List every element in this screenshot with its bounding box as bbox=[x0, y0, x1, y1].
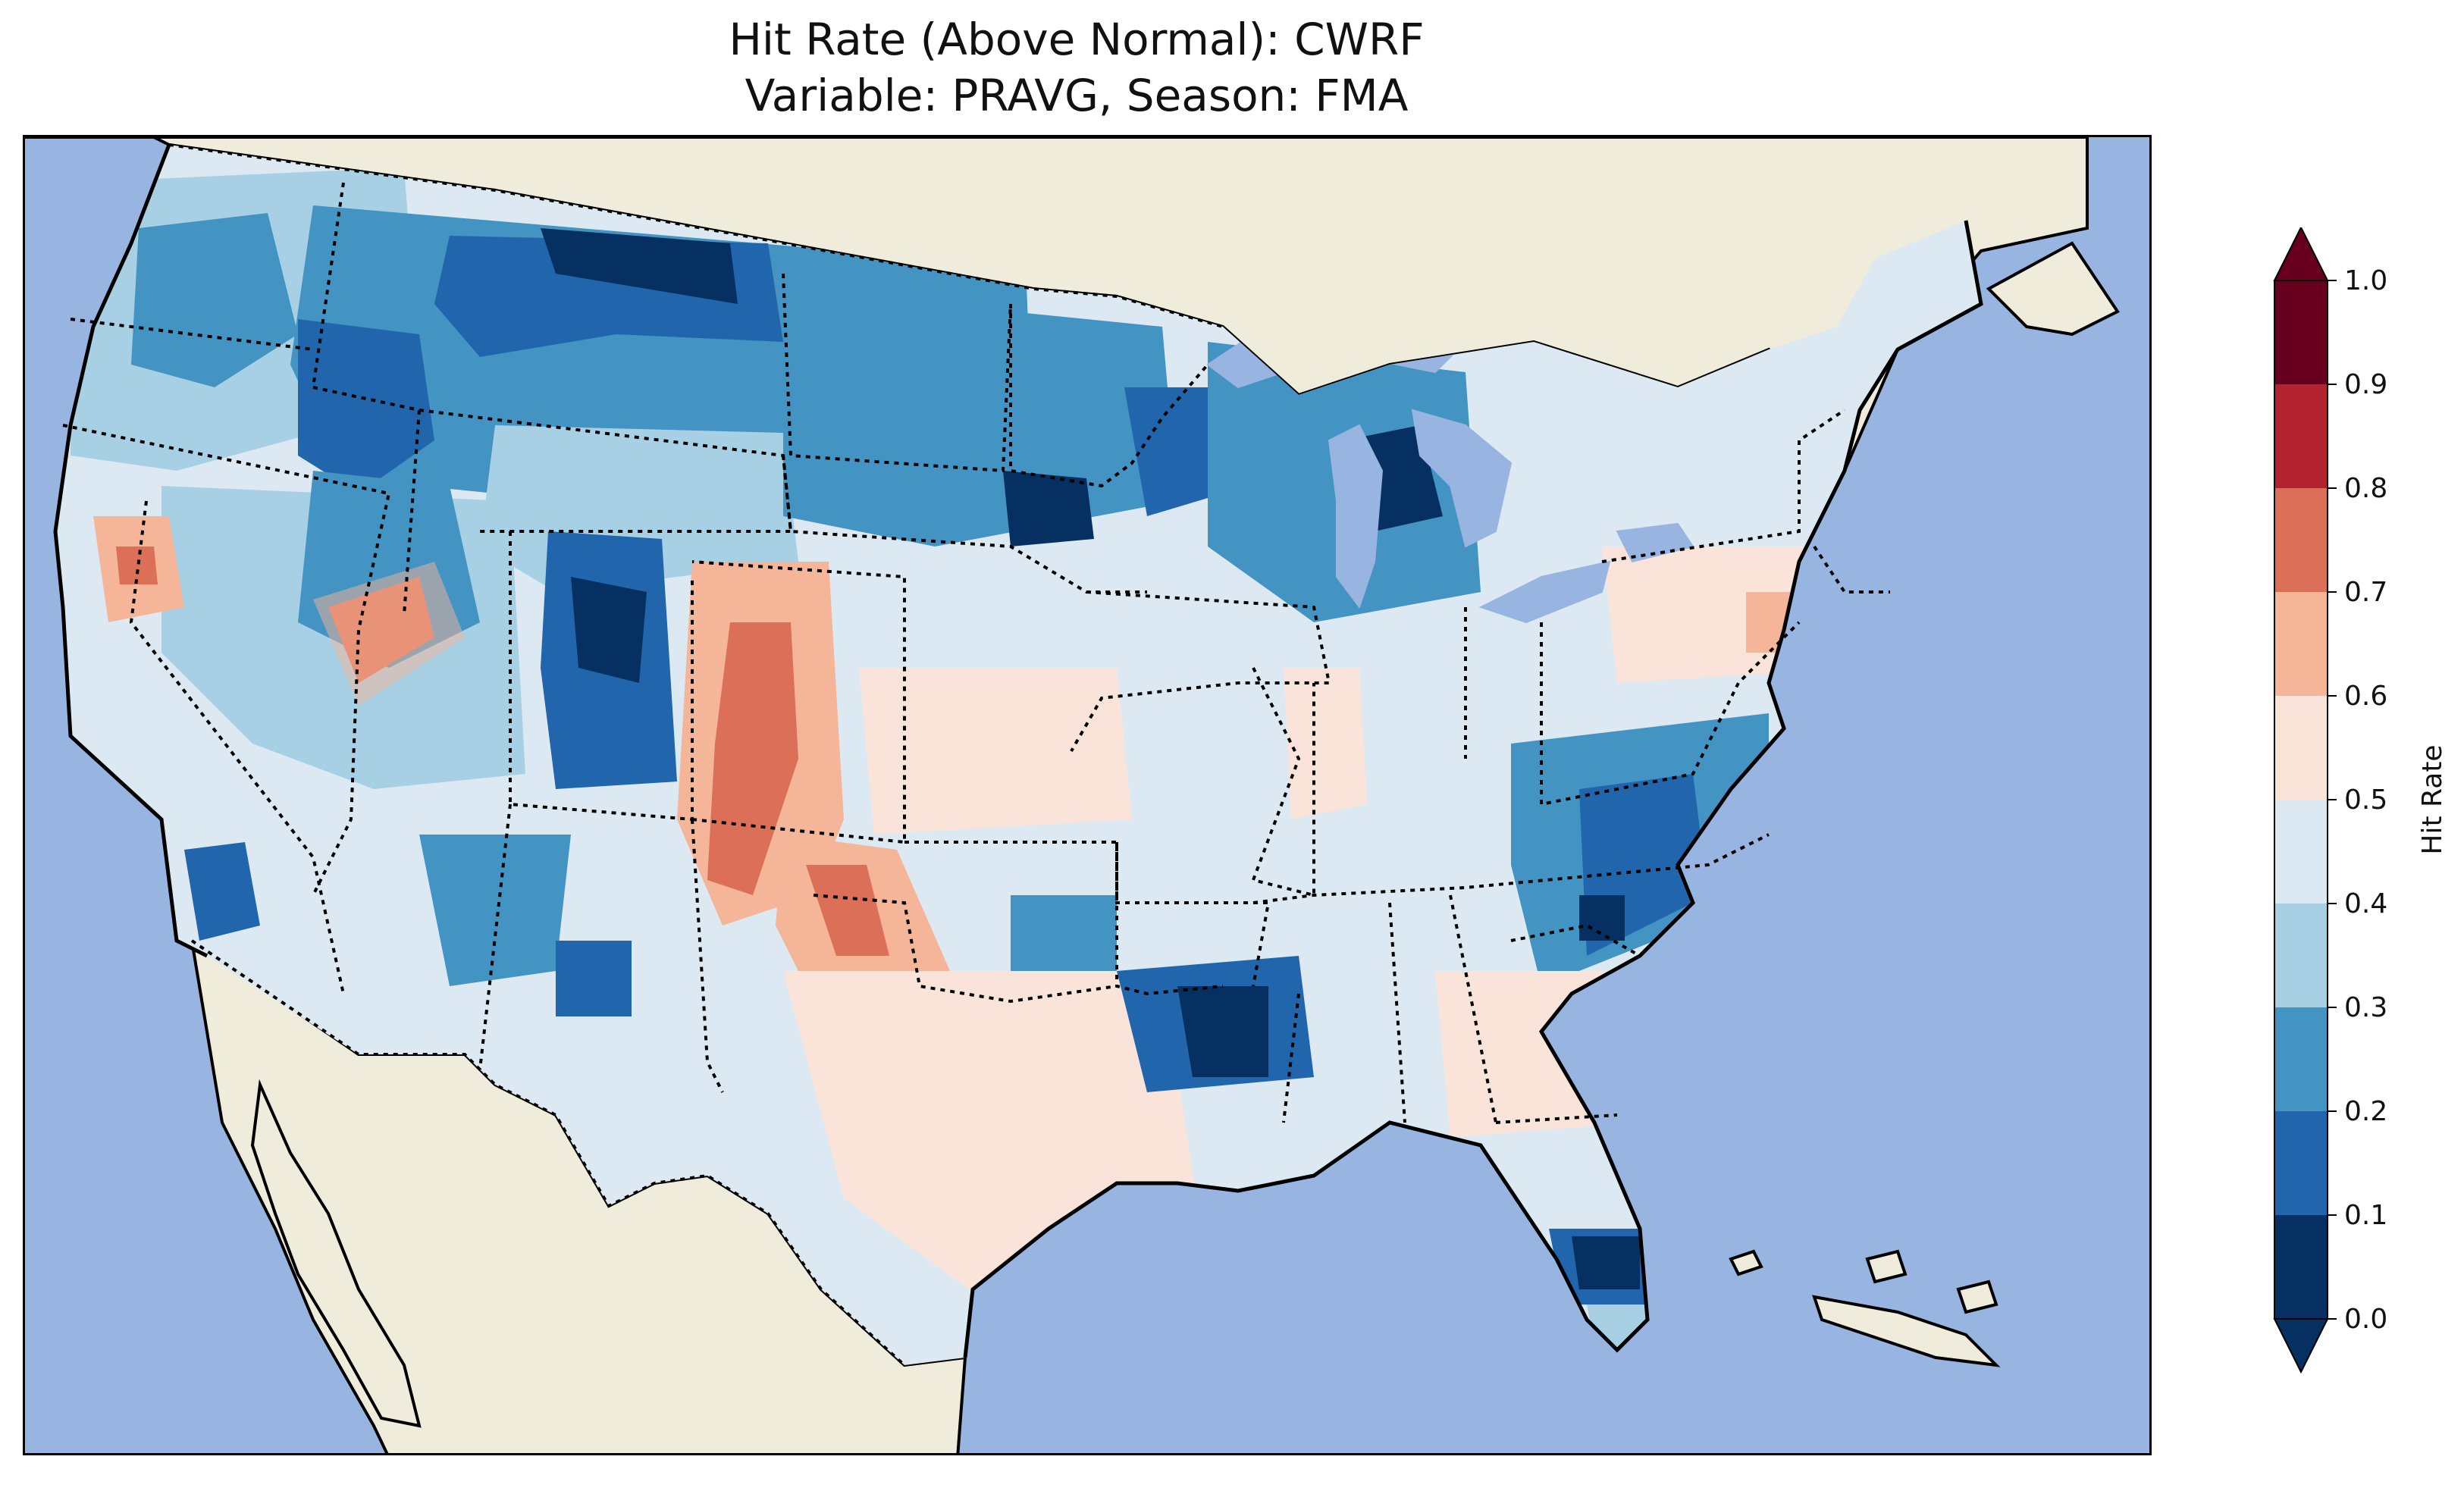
lake-erie bbox=[1478, 560, 1611, 624]
kansas-pink bbox=[859, 668, 1132, 835]
colorbar: 0.0 0.1 0.2 0.3 0.4 0.5 0.6 0.7 0.8 0.9 1.0 Hit Ra… bbox=[2273, 227, 2448, 1374]
new-mexico-red bbox=[806, 865, 889, 956]
nevada-pink bbox=[313, 562, 465, 706]
colorbar-tick-label: 0.1 bbox=[2344, 1200, 2387, 1231]
arizona-dark bbox=[556, 941, 632, 1016]
colorbar-label: Hit Rate bbox=[2417, 744, 2448, 854]
mexican-islands bbox=[1729, 1249, 1998, 1314]
map-canvas bbox=[25, 137, 2149, 1453]
colorbar-segment bbox=[2274, 800, 2328, 904]
colorbar-tick-label: 0.7 bbox=[2344, 577, 2387, 608]
border-ga-sc bbox=[1495, 923, 1641, 1124]
illinois-pink bbox=[1284, 668, 1367, 819]
colorbar-tick-label: 0.6 bbox=[2344, 681, 2387, 712]
us-coastline bbox=[53, 144, 1983, 1358]
border-mo-ar bbox=[1115, 842, 1271, 987]
map-panel bbox=[23, 135, 2152, 1455]
border-mn bbox=[1009, 304, 1209, 488]
colorbar-segment bbox=[2274, 1111, 2328, 1215]
colorbar-ticks: 0.0 0.1 0.2 0.3 0.4 0.5 0.6 0.7 0.8 0.9 1.0 bbox=[2328, 265, 2387, 1335]
canada-us-border bbox=[168, 143, 1224, 328]
border-az-nm bbox=[478, 803, 724, 1093]
minnesota-blue bbox=[1124, 387, 1223, 516]
colorbar-tick-label: 0.8 bbox=[2344, 473, 2387, 504]
colorado-red bbox=[707, 622, 798, 895]
colorbar-segment bbox=[2274, 696, 2328, 800]
canada-maritimes bbox=[1986, 241, 2120, 337]
border-dakotas bbox=[782, 273, 1012, 473]
dakota-darkest bbox=[1003, 471, 1094, 547]
colorbar-segment bbox=[2274, 488, 2328, 592]
colorbar-extend-bottom bbox=[2273, 1318, 2329, 1374]
colorbar-tick-label: 0.4 bbox=[2344, 888, 2387, 919]
border-id bbox=[311, 182, 422, 615]
dakotas-blue bbox=[783, 289, 1177, 547]
baja-peninsula bbox=[250, 1079, 422, 1428]
virginia-darkest bbox=[1579, 895, 1625, 941]
colorbar-segment bbox=[2274, 592, 2328, 696]
border-or-ca-nv bbox=[62, 424, 391, 896]
colorbar-tick-label: 0.9 bbox=[2344, 369, 2387, 400]
colorbar-tick-label: 0.2 bbox=[2344, 1096, 2387, 1127]
colorbar-segment bbox=[2274, 904, 2328, 1007]
border-tx-ok bbox=[813, 894, 1118, 1004]
border-ia-mo bbox=[1070, 590, 1331, 752]
border-wa-or bbox=[70, 318, 314, 351]
chart-title-line-1: Hit Rate (Above Normal): CWRF bbox=[729, 14, 1425, 65]
cuba bbox=[1812, 1295, 2001, 1367]
florida-darkest bbox=[1572, 1236, 1640, 1289]
bahamas-island-3 bbox=[1956, 1279, 1998, 1314]
colorbar-segment bbox=[2274, 384, 2328, 488]
land-areas bbox=[25, 137, 2120, 1453]
colorbar-tick-label: 0.3 bbox=[2344, 992, 2387, 1023]
montana-darkest bbox=[541, 228, 738, 304]
bahamas-island-2 bbox=[1865, 1249, 1908, 1284]
border-ny-ne bbox=[1601, 409, 1890, 594]
colorbar-segment bbox=[2274, 1007, 2328, 1111]
colorbar-tick-label: 1.0 bbox=[2344, 265, 2387, 296]
us-mexico-border bbox=[190, 939, 906, 1367]
norcal-center bbox=[116, 547, 158, 584]
socal-dark bbox=[184, 842, 260, 941]
border-co-ks bbox=[691, 560, 906, 844]
arkansas-darkest bbox=[1177, 986, 1268, 1077]
lake-huron bbox=[1411, 409, 1513, 548]
border-mid-south bbox=[1252, 833, 1770, 904]
idaho-dark bbox=[298, 319, 434, 493]
lake-michigan bbox=[1328, 424, 1384, 609]
utah-darkest bbox=[571, 577, 647, 683]
state-borders bbox=[62, 143, 1890, 1367]
border-ms-al-ga bbox=[1282, 894, 1497, 1123]
bahamas-island-1 bbox=[1729, 1249, 1763, 1276]
border-oh-pa bbox=[1464, 607, 1801, 807]
oklahoma-blue bbox=[1011, 895, 1117, 971]
colorbar-segment bbox=[2274, 280, 2328, 384]
colorbar-tick-label: 0.5 bbox=[2344, 785, 2387, 816]
colorbar-extend-top bbox=[2273, 227, 2329, 281]
colorbar-tick-label: 0.0 bbox=[2344, 1304, 2387, 1335]
colorbar-segment bbox=[2274, 1215, 2328, 1319]
arizona-blue bbox=[419, 835, 571, 986]
border-mt-wy bbox=[419, 409, 793, 533]
border-ca-nv bbox=[129, 500, 345, 994]
chart-title-line-2: Variable: PRAVG, Season: FMA bbox=[745, 70, 1409, 121]
colorbar-segments bbox=[2274, 280, 2328, 1320]
